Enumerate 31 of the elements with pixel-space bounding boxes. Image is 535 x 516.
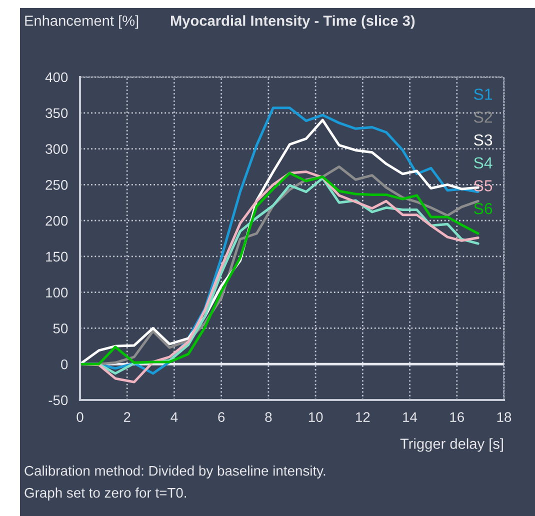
- y-tick-label: 400: [45, 72, 68, 82]
- y-tick-label: -50: [48, 395, 68, 406]
- x-tick-label: 12: [356, 412, 370, 422]
- y-tick-label: 50: [53, 324, 68, 334]
- x-axis-title: Trigger delay [s]: [400, 438, 503, 452]
- x-tick-label: 14: [403, 412, 418, 422]
- y-tick-label: 250: [46, 180, 68, 190]
- y-tick-label: 300: [46, 144, 68, 154]
- x-tick-label: 10: [308, 412, 323, 422]
- text: S2: [474, 111, 492, 123]
- chart-title: Myocardial Intensity - Time (slice 3): [170, 15, 415, 29]
- series-label: S6: [474, 202, 492, 214]
- text: S1: [474, 88, 492, 100]
- y-tick-label: 0: [61, 359, 68, 370]
- text: Calibration method: Divided by baseline intensity.: [24, 466, 326, 478]
- x-tick-label: 18: [497, 412, 512, 422]
- x-tick-label: 2: [124, 412, 130, 422]
- x-tick-label: 0: [76, 412, 84, 422]
- text: S4: [474, 157, 492, 169]
- x-tick-label: 4: [170, 412, 178, 422]
- y-tick-label: 150: [46, 252, 68, 262]
- y-axis-title: Enhancement [%]: [25, 15, 138, 29]
- x-tick-label: 6: [218, 412, 225, 422]
- text: Graph set to zero for t=T0.: [24, 488, 186, 500]
- x-tick-label: 8: [265, 412, 272, 422]
- y-tick-label: 200: [46, 216, 68, 226]
- y-tick-label: 100: [46, 288, 68, 298]
- y-tick-label: 350: [46, 108, 68, 118]
- text: S5: [474, 180, 492, 192]
- x-tick-label: 16: [450, 412, 464, 422]
- text: S3: [474, 134, 492, 146]
